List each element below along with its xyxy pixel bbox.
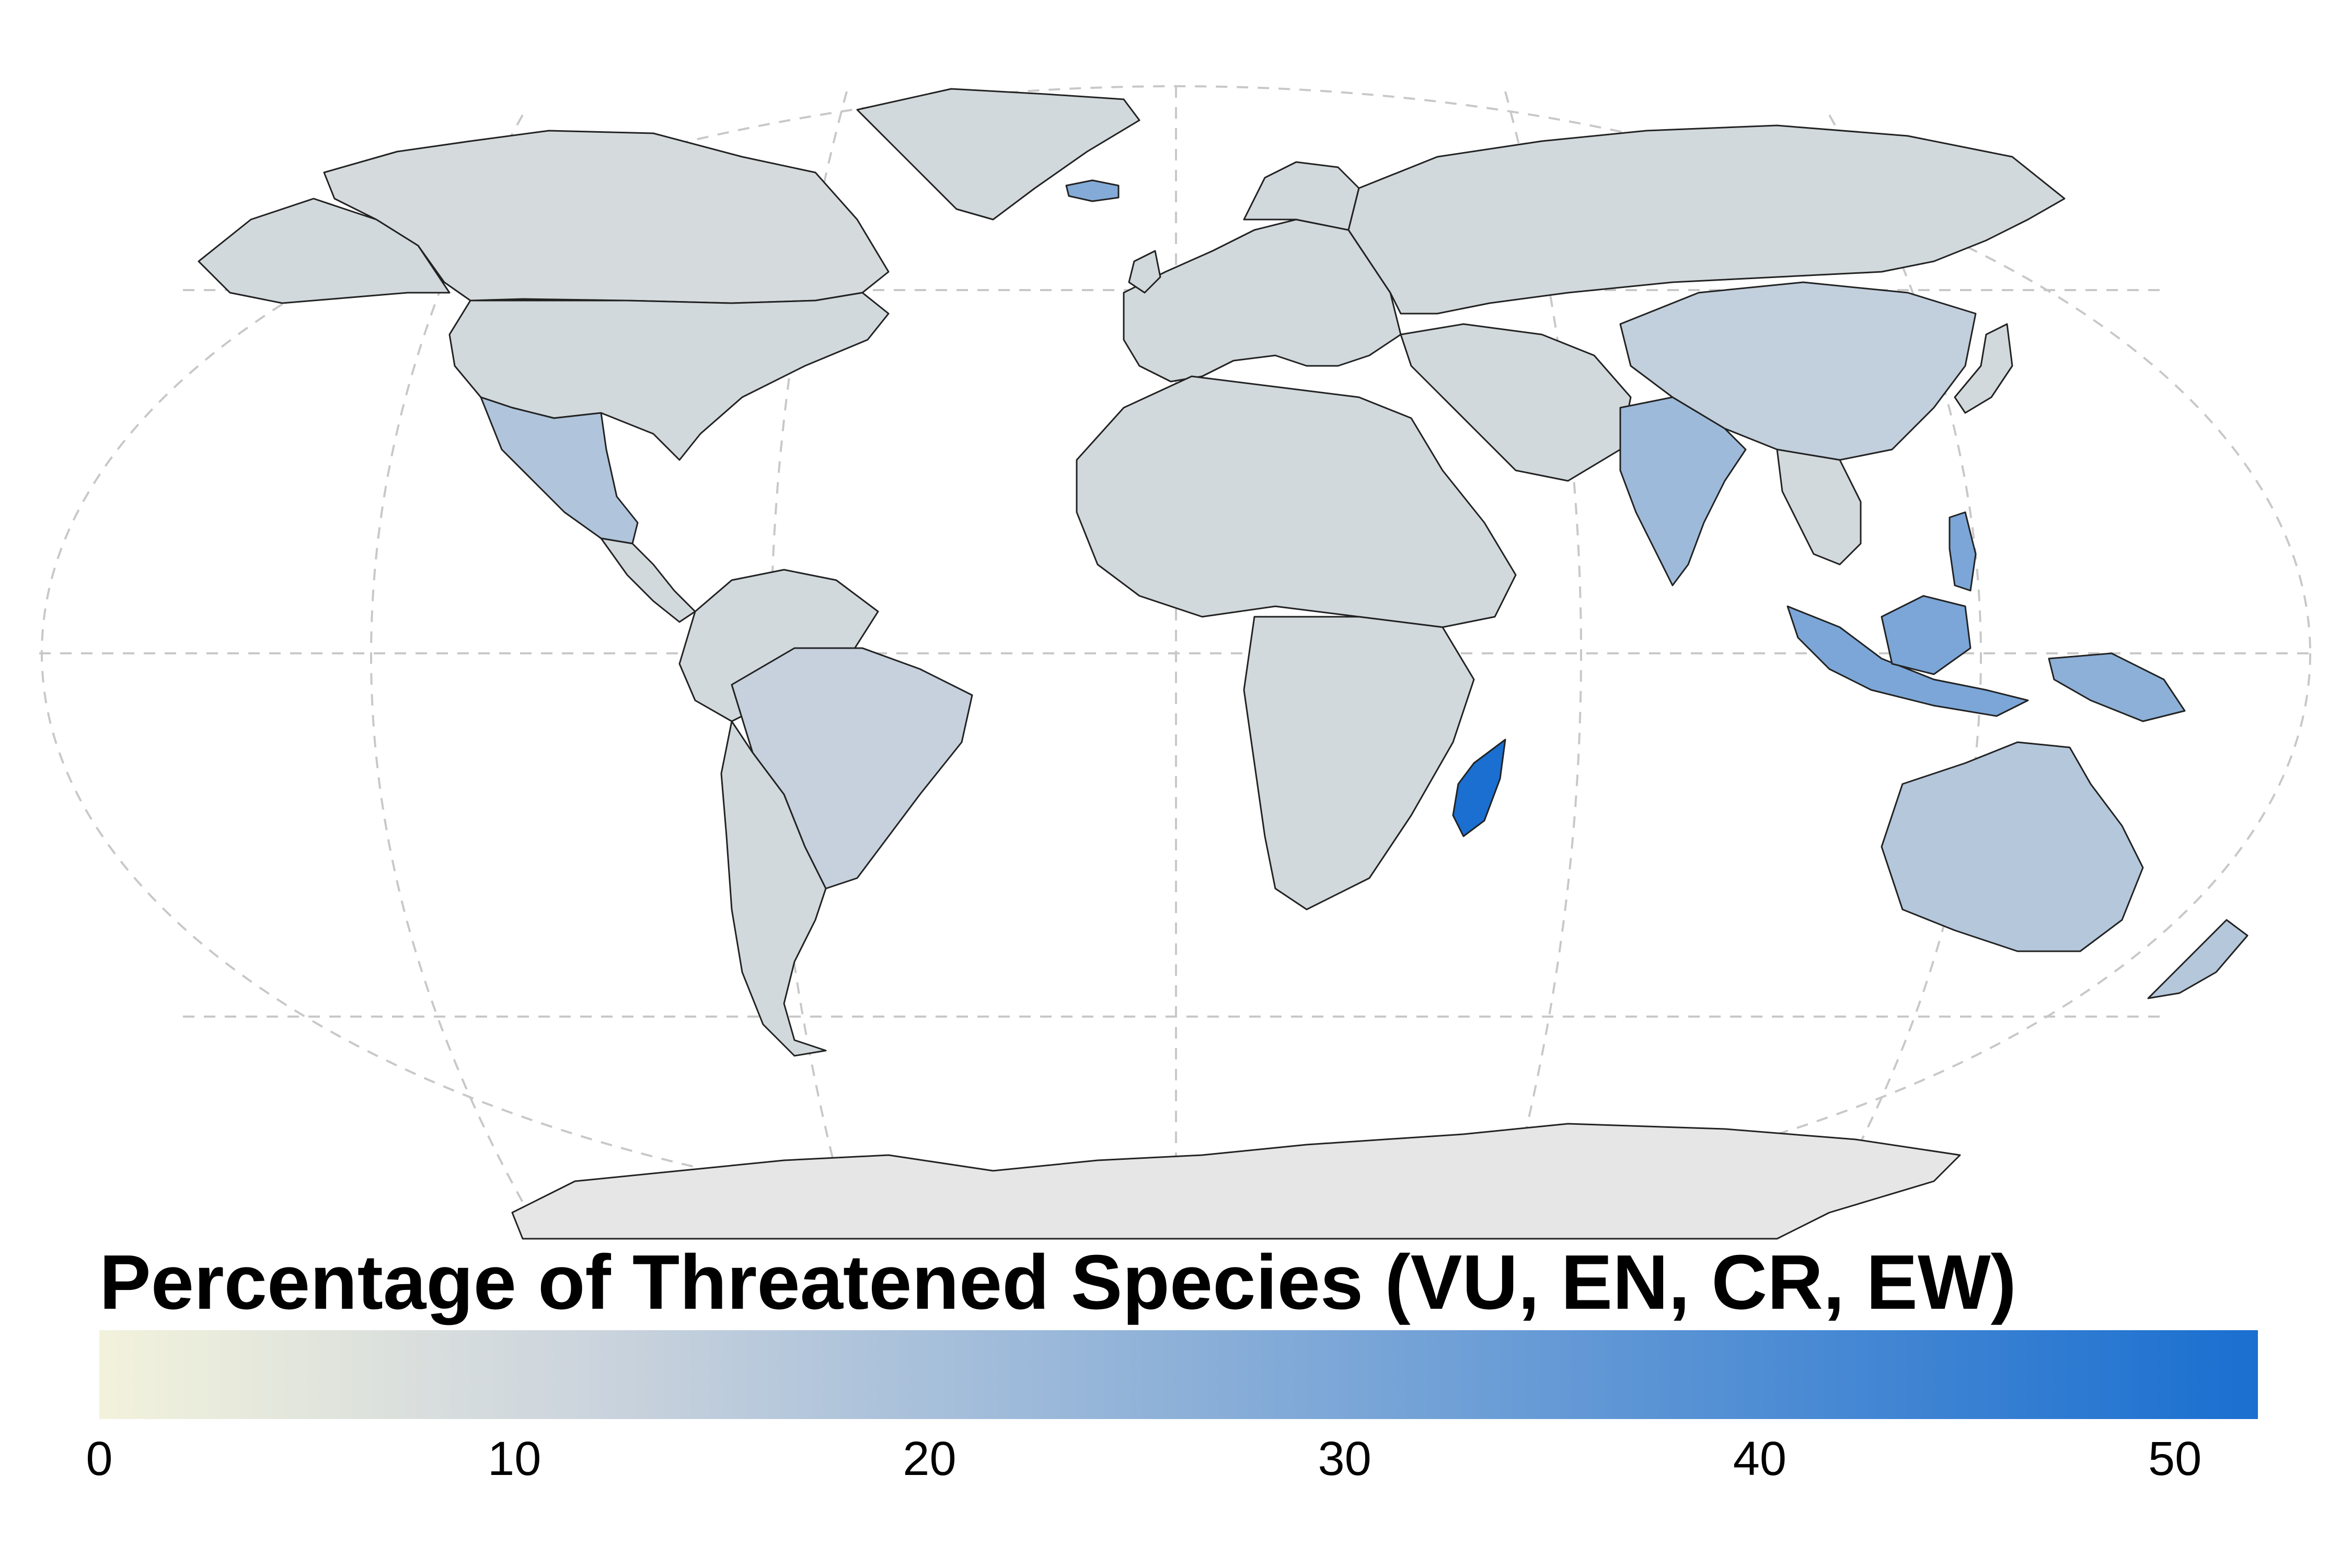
region-madagascar (1452, 739, 1506, 837)
region-alaska (198, 198, 451, 304)
legend-title: Percentage of Threatened Species (VU, EN… (99, 1239, 2016, 1325)
graticule-meridian-e120 (1828, 114, 1982, 1203)
colorbar-tick-label: 10 (488, 1432, 541, 1485)
region-uk (1128, 250, 1161, 294)
region-antarctica (511, 1123, 1961, 1240)
region-australia (1881, 741, 2144, 952)
region-europe (1123, 218, 1402, 383)
colorbar-tick-label: 40 (1733, 1432, 1787, 1485)
region-indonesia (1786, 605, 2029, 717)
region-borneo (1881, 595, 1971, 675)
colorbar-tick-label: 30 (1318, 1432, 1371, 1485)
region-iceland (1065, 179, 1120, 202)
region-central-america (600, 537, 696, 623)
landmasses (198, 88, 2249, 1240)
colorbar-tick-label: 20 (903, 1432, 956, 1485)
region-south-america-south (720, 720, 827, 1057)
colorbar-tick-label: 50 (2148, 1432, 2202, 1485)
region-scandinavia (1243, 161, 1360, 231)
colorbar (99, 1330, 2258, 1419)
region-new-guinea (2048, 652, 2186, 722)
region-japan (1954, 323, 2013, 414)
colorbar-gradient (99, 1330, 2258, 1419)
region-philippines (1949, 511, 1977, 592)
graticule-meridian-w120 (370, 114, 524, 1203)
region-middle-east (1400, 323, 1632, 482)
region-russia (1347, 124, 2066, 315)
world-map (39, 85, 2313, 1240)
region-india (1619, 396, 1747, 586)
region-south-africa (1243, 616, 1475, 910)
colorbar-tick-label: 0 (86, 1432, 113, 1485)
region-southeast-asia (1776, 448, 1862, 566)
region-new-zealand (2147, 919, 2249, 999)
region-greenland (856, 88, 1140, 221)
region-north-africa (1076, 375, 1517, 628)
region-mexico (480, 396, 639, 545)
